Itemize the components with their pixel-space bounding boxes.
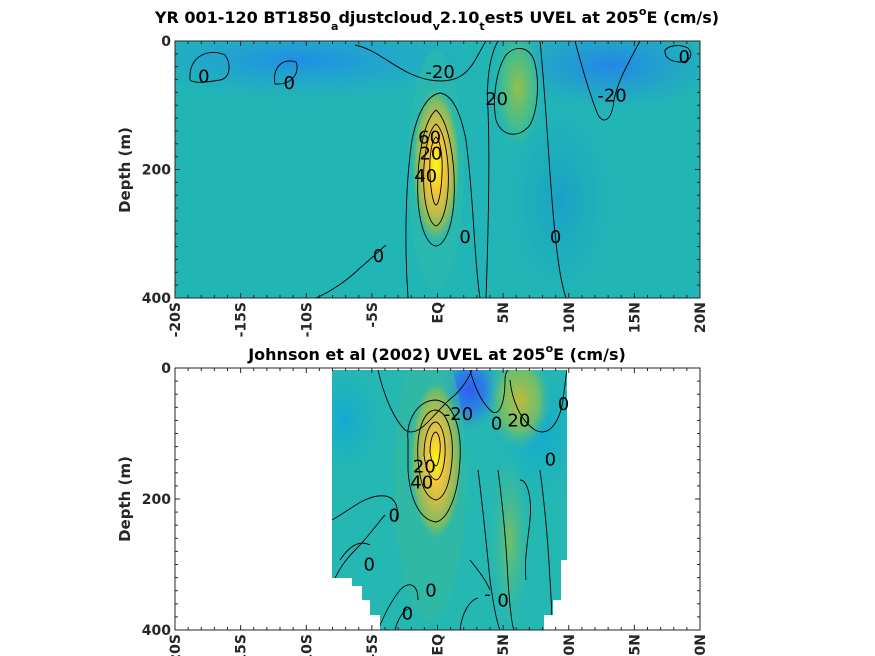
contour-label: 0 (545, 450, 556, 471)
x-tick-label: 15N (627, 634, 643, 656)
x-tick-label: 10N (562, 302, 578, 333)
contour-label: 0 (459, 227, 470, 248)
contour-label: - (484, 584, 491, 605)
x-tick-label: EQ (431, 634, 447, 656)
contour-label: 20 (419, 143, 442, 164)
contour-label: 0 (491, 414, 502, 435)
bottom-title: Johnson et al (2002) UVEL at 205oE (cm/s… (247, 342, 626, 364)
bottom-y-axis-label: Depth (m) (116, 456, 134, 542)
y-tick-label: 200 (142, 492, 171, 508)
bottom-contours (332, 370, 567, 630)
top-title: YR 001-120 BT1850adjustcloudv2.10test5 U… (154, 5, 719, 33)
x-tick-label: 5N (496, 634, 512, 655)
x-tick-label: -20S (168, 634, 184, 656)
top-contours (189, 41, 692, 298)
x-tick-label: 20N (693, 634, 709, 656)
x-tick-label: 10N (562, 634, 578, 656)
y-tick-label: 0 (161, 34, 171, 50)
y-tick-label: 200 (142, 163, 171, 179)
contour-label: 0 (373, 246, 384, 267)
top-panel: YR 001-120 BT1850adjustcloudv2.10test5 U… (116, 5, 719, 337)
x-tick-label: 15N (627, 302, 643, 333)
x-tick-label: 5N (496, 302, 512, 323)
contour-label: 0 (497, 591, 508, 612)
contour-label: 0 (198, 66, 209, 87)
contour-label: 20 (485, 89, 508, 110)
y-tick-label: 0 (161, 361, 171, 377)
top-x-tick-labels: -20S -15S -10S -5S EQ 5N 10N 15N 20N (168, 302, 709, 337)
bottom-minor-ticks (174, 367, 701, 631)
contour-label: 0 (558, 394, 569, 415)
contour-label: 40 (410, 473, 433, 494)
bottom-panel: Johnson et al (2002) UVEL at 205oE (cm/s… (116, 342, 709, 656)
top-heatmap (175, 41, 700, 298)
x-tick-label: -15S (234, 302, 250, 337)
contour-label: 0 (679, 47, 690, 68)
x-tick-label: -10S (299, 302, 315, 337)
contour-label: 20 (413, 456, 436, 477)
y-tick-label: 400 (142, 291, 171, 307)
x-tick-label: -15S (234, 634, 250, 656)
bottom-x-tick-labels: -20S -15S -10S -5S EQ 5N 10N 15N 20N (168, 634, 709, 656)
x-tick-label: -10S (299, 634, 315, 656)
contour-label: 0 (402, 604, 413, 625)
contour-label: 60 (418, 127, 441, 148)
contour-label: 0 (388, 505, 399, 526)
contour-label: -20 (597, 86, 626, 107)
contour-label: -20 (444, 404, 473, 425)
contour-label: 0 (550, 227, 561, 248)
y-tick-label: 400 (142, 623, 171, 639)
contour-label: 0 (364, 555, 375, 576)
x-tick-label: -5S (365, 302, 381, 328)
contour-label: 0 (283, 73, 294, 94)
contour-label: 40 (414, 166, 437, 187)
top-y-tick-labels: 0 200 400 (142, 34, 171, 307)
x-tick-label: -5S (365, 634, 381, 656)
x-tick-label: EQ (431, 302, 447, 324)
contour-label: -20 (425, 62, 454, 83)
top-minor-ticks (174, 40, 701, 299)
x-tick-label: 20N (693, 302, 709, 333)
bottom-y-tick-labels: 0 200 400 (142, 361, 171, 639)
top-y-axis-label: Depth (m) (116, 127, 134, 213)
x-tick-label: -20S (168, 302, 184, 337)
contour-label: 0 (425, 581, 436, 602)
contour-label: 20 (507, 410, 530, 431)
